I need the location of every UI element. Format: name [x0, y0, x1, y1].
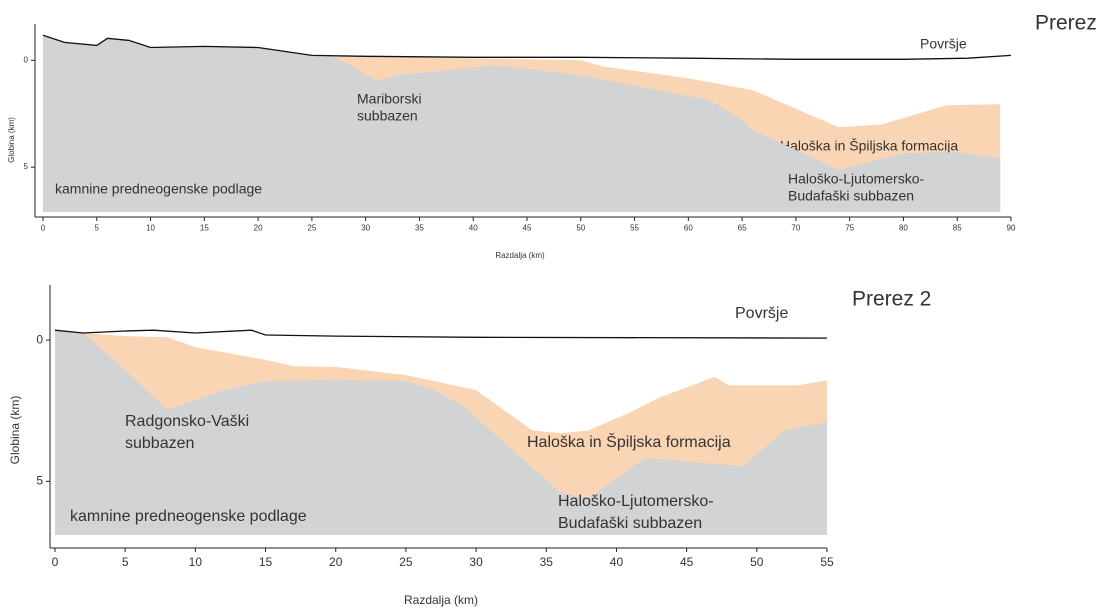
x-tick-label: 35: [415, 223, 424, 232]
x-tick-label: 75: [845, 223, 854, 232]
x-tick-label: 85: [953, 223, 962, 232]
x-tick-label: 70: [791, 223, 800, 232]
x-tick-label: 45: [680, 555, 694, 569]
layer-label: kamnine predneogenske podlage: [70, 508, 307, 525]
chart-title: Prerez 2: [852, 288, 931, 311]
x-axis-label: Razdalja (km): [495, 251, 545, 260]
x-tick-label: 25: [307, 223, 316, 232]
layer-label: kamnine predneogenske podlage: [55, 181, 262, 197]
x-tick-label: 5: [122, 555, 129, 569]
x-tick-label: 15: [259, 555, 273, 569]
layer-label: Haloška in Špiljska formacija: [527, 432, 731, 451]
x-tick-label: 25: [399, 555, 413, 569]
x-tick-label: 60: [684, 223, 693, 232]
annotation: Haloško-Ljutomersko-: [788, 171, 924, 187]
x-tick-label: 90: [1007, 223, 1016, 232]
x-axis-label: Razdalja (km): [404, 593, 478, 607]
surface-label: Površje: [920, 36, 967, 52]
layer-area: [43, 35, 1001, 212]
x-tick-label: 10: [146, 223, 155, 232]
x-tick-label: 65: [738, 223, 747, 232]
chart-title: Prerez 1: [1035, 12, 1101, 35]
annotation: Mariborski: [357, 91, 422, 107]
x-tick-label: 40: [469, 223, 478, 232]
x-tick-label: 5: [95, 223, 100, 232]
x-tick-label: 0: [41, 223, 46, 232]
y-axis-label: Globina (km): [8, 396, 22, 465]
x-tick-label: 0: [52, 555, 59, 569]
annotation: Radgonsko-Vaški: [125, 413, 249, 430]
y-tick-label: 5: [24, 162, 29, 171]
x-tick-label: 30: [469, 555, 483, 569]
x-tick-label: 10: [189, 555, 203, 569]
x-tick-label: 35: [540, 555, 554, 569]
annotation: Budafaški subbazen: [788, 188, 914, 204]
x-tick-label: 55: [820, 555, 834, 569]
annotation: subbazen: [357, 108, 418, 124]
surface-line: [54, 329, 828, 339]
surface-line: [42, 34, 1012, 60]
annotation: Budafaški subbazen: [558, 515, 702, 532]
y-tick-label: 0: [36, 332, 43, 346]
layer-label: Haloška in Špiljska formacija: [780, 138, 958, 154]
y-tick-label: 0: [24, 55, 29, 64]
x-tick-label: 15: [200, 223, 209, 232]
x-tick-label: 80: [899, 223, 908, 232]
x-tick-label: 40: [610, 555, 624, 569]
x-tick-label: 30: [361, 223, 370, 232]
x-tick-label: 50: [750, 555, 764, 569]
y-tick-label: 5: [36, 473, 43, 487]
x-tick-label: 20: [329, 555, 343, 569]
annotation: subbazen: [125, 435, 194, 452]
y-axis-label: Globina (km): [7, 117, 16, 163]
x-tick-label: 45: [523, 223, 532, 232]
layer-area: [55, 330, 827, 535]
x-tick-label: 20: [254, 223, 263, 232]
surface-label: Površje: [735, 305, 788, 322]
annotation: Haloško-Ljutomersko-: [558, 493, 714, 510]
x-tick-label: 50: [576, 223, 585, 232]
x-tick-label: 55: [630, 223, 639, 232]
